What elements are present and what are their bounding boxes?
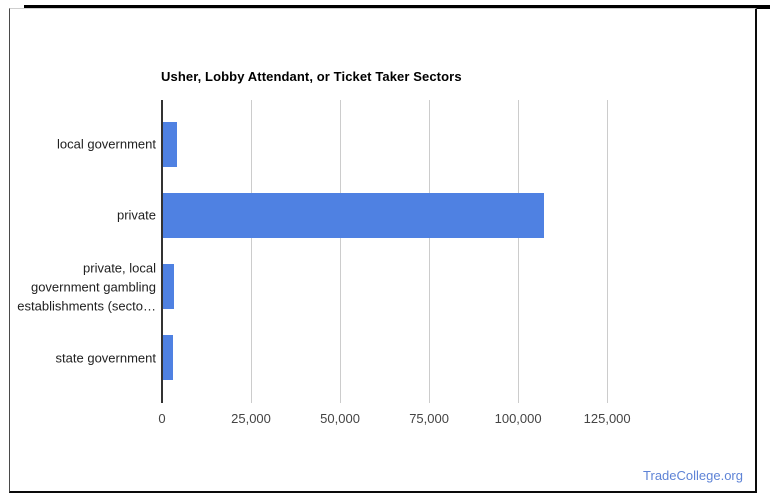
bar[interactable]	[163, 121, 178, 167]
chart-card: Usher, Lobby Attendant, or Ticket Taker …	[9, 8, 757, 493]
category-labels: local government private private, local gov…	[10, 100, 156, 396]
category-label: private	[10, 206, 156, 225]
bar[interactable]	[163, 192, 545, 238]
x-tick-label: 0	[158, 411, 166, 426]
x-tick-label: 75,000	[409, 411, 449, 426]
plot-area	[161, 100, 656, 403]
bar[interactable]	[163, 264, 175, 310]
bar[interactable]	[163, 335, 173, 381]
category-label: state government	[10, 348, 156, 367]
category-label-line: local government	[57, 136, 156, 152]
category-label-line: state government	[55, 350, 156, 366]
gridline	[429, 100, 431, 403]
x-tick-label: 25,000	[231, 411, 271, 426]
x-tick-label: 125,000	[583, 411, 631, 426]
y-axis-line	[161, 100, 163, 403]
gridline	[340, 100, 342, 403]
category-label-line: government gambling	[30, 279, 156, 295]
category-label-line: private, local	[83, 260, 156, 276]
category-label-line: establishments (secto…	[17, 298, 156, 314]
gridline	[251, 100, 253, 403]
footer-link[interactable]: TradeCollege.org	[643, 468, 743, 483]
x-tick-labels: 0 25,000 50,000 75,000 100,000 125,000	[158, 407, 701, 426]
gridline	[607, 100, 609, 403]
category-label-line: private	[116, 207, 156, 223]
x-tick-label: 100,000	[494, 411, 542, 426]
x-tick-label: 50,000	[320, 411, 360, 426]
gridline	[518, 100, 520, 403]
category-label: local government	[10, 135, 156, 154]
chart-title: Usher, Lobby Attendant, or Ticket Taker …	[161, 69, 462, 84]
category-label: private, local government gambling establi…	[10, 258, 156, 315]
top-banner-edge	[24, 5, 770, 9]
